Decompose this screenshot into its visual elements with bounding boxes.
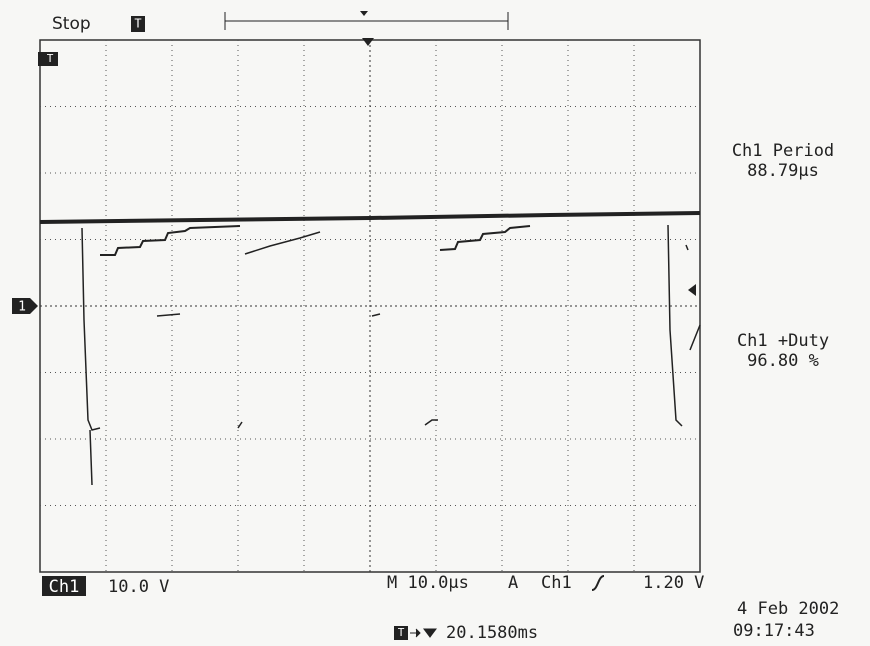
- date: 4 Feb 2002: [737, 599, 839, 619]
- background: [0, 0, 870, 646]
- time: 09:17:43: [733, 621, 815, 641]
- trigger-position: 20.1580ms: [446, 623, 538, 643]
- trigger-level: 1.20 V: [643, 573, 704, 593]
- status: Stop: [52, 14, 91, 34]
- channel-label: Ch1: [49, 577, 80, 597]
- measurement-value: 88.79µs: [747, 161, 819, 181]
- measurement-label: Ch1 Period: [732, 141, 834, 161]
- trigger-level-icon: T: [47, 52, 54, 65]
- trigger-pos-icon: T: [398, 626, 405, 639]
- measurement-label: Ch1 +Duty: [737, 331, 829, 351]
- trigger-source: Ch1: [541, 573, 572, 593]
- scope-screen: Stop T T 1 Ch1 Period 88.79µs Ch1 +Duty …: [0, 0, 870, 646]
- acquisition-mode: A: [508, 573, 518, 593]
- trigger-icon: T: [134, 17, 141, 31]
- volts-per-div: 10.0 V: [108, 577, 169, 597]
- channel-marker: 1: [18, 300, 26, 315]
- timebase: M 10.0µs: [387, 573, 469, 593]
- measurement-value: 96.80 %: [747, 351, 819, 371]
